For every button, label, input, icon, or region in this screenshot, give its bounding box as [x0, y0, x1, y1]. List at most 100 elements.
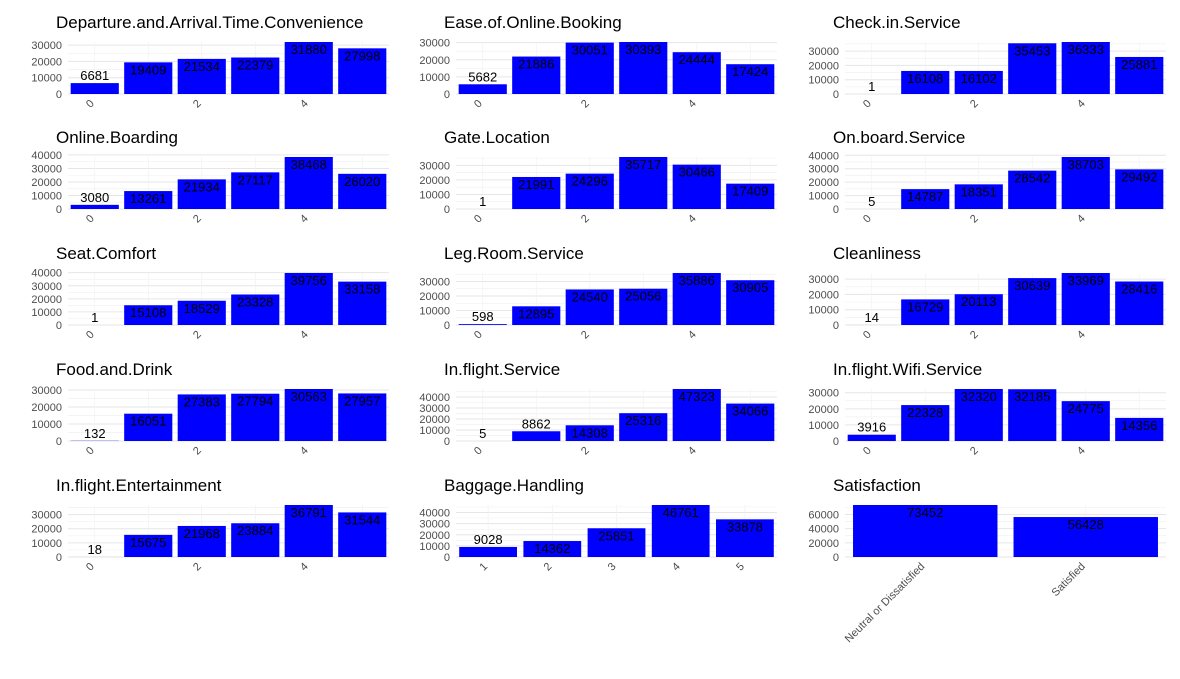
y-tick-label: 0	[56, 436, 62, 448]
x-tick-label: 0	[861, 445, 874, 458]
bar	[565, 42, 614, 94]
data-label: 46761	[663, 505, 699, 520]
y-tick-label: 20000	[419, 414, 450, 426]
data-label: 5	[479, 426, 486, 441]
x-tick-label: 2	[579, 445, 592, 458]
data-label: 39756	[291, 273, 327, 288]
x-tick-label: 2	[191, 329, 204, 342]
y-tick-label: 30000	[808, 388, 839, 400]
panel-title: Satisfaction	[833, 476, 921, 495]
x-tick-label: 0	[861, 213, 874, 226]
x-tick-label: Satisfied	[1050, 561, 1088, 599]
y-tick-label: 30000	[31, 510, 62, 522]
y-tick-label: 10000	[419, 72, 450, 84]
data-label: 34066	[732, 404, 768, 419]
x-tick-label: 4	[686, 98, 699, 111]
y-tick-label: 20000	[31, 402, 62, 414]
bar	[177, 179, 226, 209]
x-tick-label: 4	[686, 213, 699, 226]
y-tick-label: 20000	[31, 294, 62, 306]
data-label: 30639	[1014, 278, 1050, 293]
bar	[1008, 278, 1057, 325]
data-label: 8862	[522, 416, 551, 431]
y-tick-label: 10000	[419, 306, 450, 318]
x-tick-label: 2	[579, 213, 592, 226]
bar	[1008, 43, 1057, 94]
data-label: 14787	[907, 189, 943, 204]
x-tick-label: 4	[1075, 213, 1088, 226]
data-label: 16108	[907, 71, 943, 86]
bar	[901, 70, 950, 94]
data-label: 27998	[344, 48, 380, 63]
y-tick-label: 20000	[808, 60, 839, 72]
bar	[124, 534, 173, 557]
data-label: 38468	[291, 157, 327, 172]
y-tick-label: 30000	[31, 385, 62, 397]
bar	[231, 57, 280, 94]
data-label: 9028	[474, 532, 503, 547]
y-tick-label: 10000	[31, 419, 62, 431]
data-label: 23884	[237, 523, 273, 538]
data-label: 30051	[572, 43, 608, 58]
x-tick-label: 4	[1075, 98, 1088, 111]
data-label: 12895	[518, 306, 554, 321]
data-label: 16102	[961, 71, 997, 86]
y-tick-label: 0	[56, 204, 62, 216]
y-tick-label: 30000	[31, 281, 62, 293]
y-tick-label: 0	[833, 320, 839, 332]
bar	[954, 294, 1003, 325]
y-tick-label: 20000	[808, 289, 839, 301]
data-label: 27117	[238, 172, 273, 187]
x-tick-label: 2	[968, 445, 981, 458]
y-tick-label: 0	[833, 89, 839, 101]
bar	[124, 62, 173, 94]
y-tick-label: 10000	[419, 541, 450, 553]
x-tick-label: 5	[734, 561, 747, 574]
bar	[1061, 273, 1110, 325]
bar	[619, 157, 668, 209]
y-tick-label: 10000	[419, 189, 450, 201]
panel-title: In.flight.Service	[444, 360, 560, 379]
panel-title: Departure.and.Arrival.Time.Convenience	[56, 13, 363, 32]
panel-title: Baggage.Handling	[444, 476, 584, 495]
y-tick-label: 10000	[808, 305, 839, 317]
y-tick-label: 30000	[419, 519, 450, 531]
data-label: 35886	[679, 273, 715, 288]
bar	[901, 405, 950, 441]
y-tick-label: 40000	[419, 392, 450, 404]
bar	[124, 413, 173, 441]
x-tick-label: 0	[472, 329, 485, 342]
panel-title: On.board.Service	[833, 128, 965, 147]
panel-title: In.flight.Wifi.Service	[833, 360, 982, 379]
x-tick-label: 3	[606, 561, 619, 574]
data-label: 1	[479, 194, 486, 209]
data-label: 598	[472, 309, 494, 324]
bar	[726, 183, 775, 209]
data-label: 32320	[961, 389, 997, 404]
y-tick-label: 10000	[808, 75, 839, 87]
data-label: 1	[868, 79, 875, 94]
x-tick-label: 0	[861, 329, 874, 342]
data-label: 30905	[732, 280, 768, 295]
y-tick-label: 10000	[31, 538, 62, 550]
data-label: 14362	[534, 541, 570, 556]
x-tick-label: 0	[472, 445, 485, 458]
bar	[565, 173, 614, 209]
data-label: 21968	[184, 526, 220, 541]
bar	[284, 42, 333, 94]
data-label: 15675	[130, 535, 166, 550]
bar	[177, 58, 226, 94]
y-tick-label: 40000	[419, 508, 450, 520]
y-tick-label: 10000	[419, 425, 450, 437]
x-tick-label: 4	[298, 213, 311, 226]
bar	[901, 189, 950, 209]
data-label: 31544	[344, 512, 380, 527]
x-tick-label: 2	[968, 329, 981, 342]
bar	[565, 289, 614, 325]
bar	[338, 281, 387, 325]
bar	[70, 83, 119, 94]
data-label: 25316	[625, 413, 661, 428]
bar	[458, 324, 507, 325]
bar	[231, 523, 280, 557]
